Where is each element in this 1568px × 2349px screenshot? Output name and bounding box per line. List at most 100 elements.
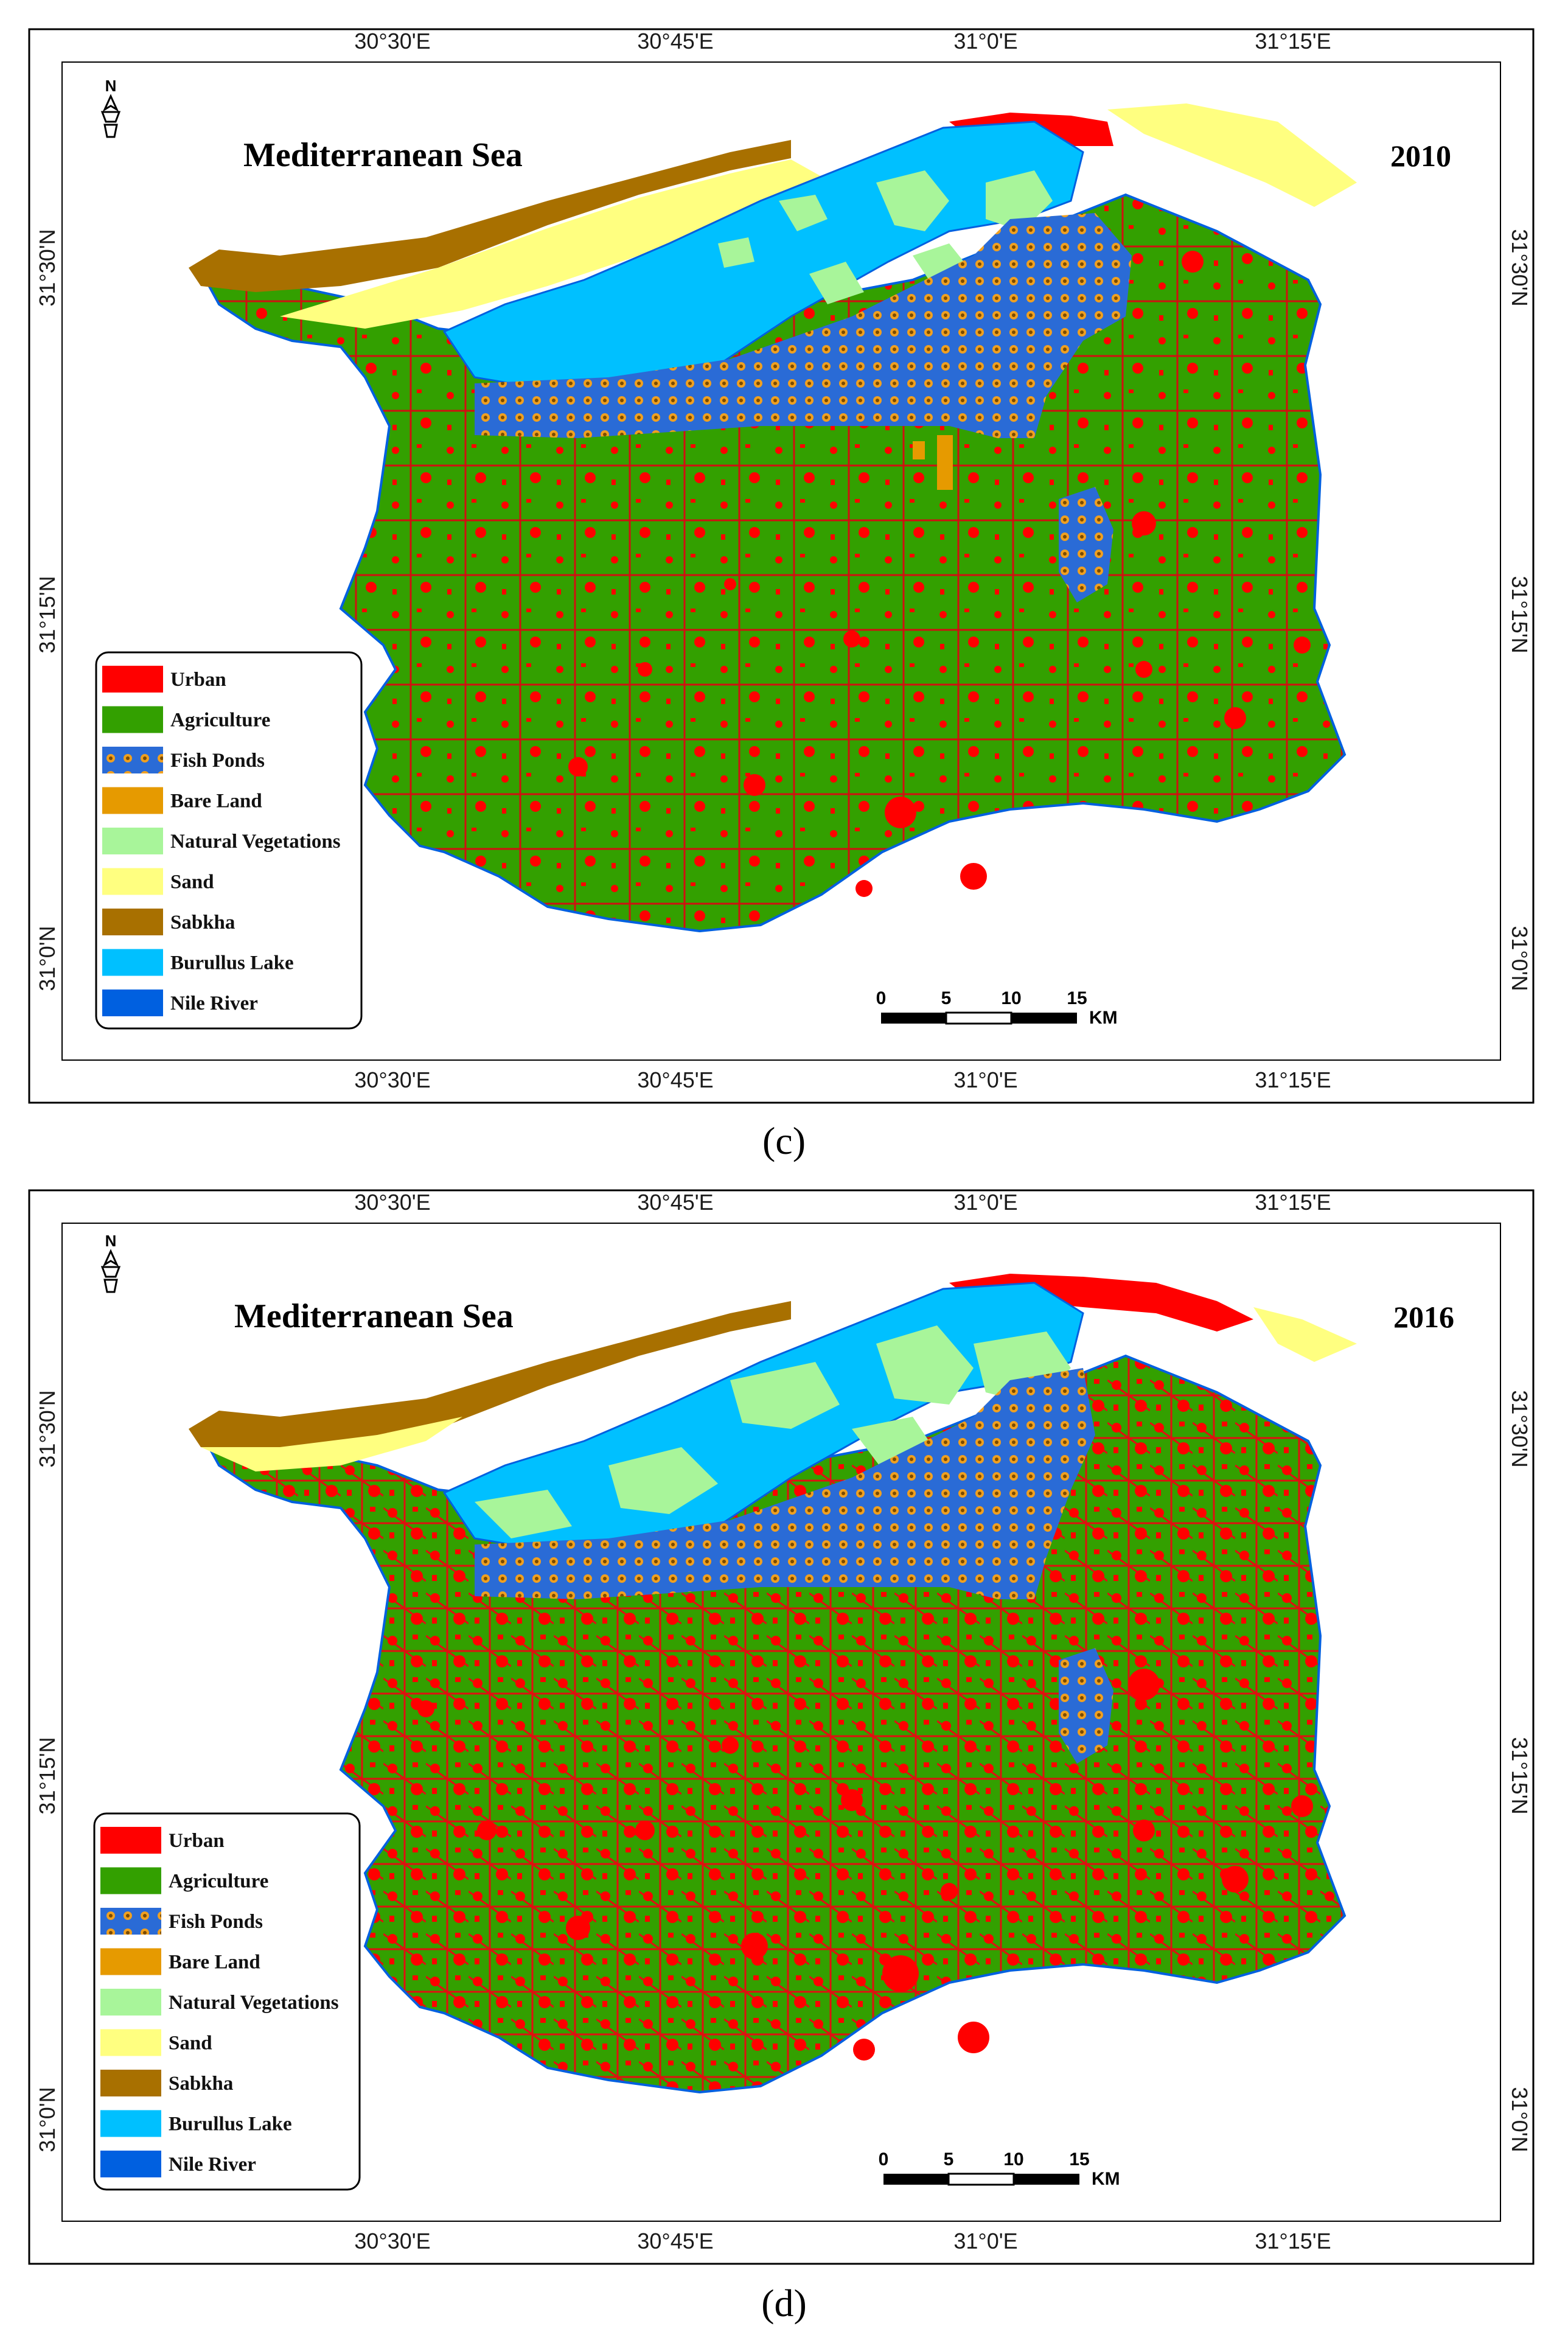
bottom-tick-4: 31°15'E [1255, 1067, 1331, 1092]
legend-swatch-burullus-lake [102, 949, 163, 976]
top-tick-4: 31°15'E [1255, 1190, 1331, 1215]
legend-swatch-nile-river [100, 2151, 161, 2177]
legend: Urban Agriculture Fish Ponds Bare Land Natur… [93, 1812, 361, 2191]
legend-swatch-sand [102, 868, 163, 895]
scale-unit: KM [1092, 2169, 1120, 2189]
legend-label-sand: Sand [169, 2033, 212, 2054]
bottom-tick-2: 30°45'E [637, 1067, 713, 1092]
sand-east [1107, 103, 1357, 207]
svg-text:N: N [105, 1232, 117, 1250]
sand-area [201, 1417, 462, 1471]
top-tick-2: 30°45'E [637, 1190, 713, 1215]
top-tick-3: 31°0'E [953, 29, 1017, 54]
legend-swatch-bare-land [100, 1948, 161, 1975]
legend-swatch-agriculture [100, 1867, 161, 1894]
bottom-tick-3: 31°0'E [953, 2229, 1017, 2253]
scale-label-15: 15 [1069, 2149, 1089, 2169]
right-tick-2: 31°15'N [1507, 576, 1532, 653]
right-tick-2: 31°15'N [1507, 1737, 1532, 1814]
map-neatline [61, 61, 1501, 1061]
north-arrow: N [100, 1232, 121, 1293]
scale-unit: KM [1089, 1008, 1118, 1028]
panel-caption-c: (c) [762, 1119, 806, 1162]
top-tick-1: 30°30'E [354, 29, 430, 54]
left-tick-3: 31°0'N [35, 2087, 60, 2152]
legend-swatch-agriculture [102, 706, 163, 733]
legend-label-natural-vegetations: Natural Vegetations [170, 831, 341, 853]
left-tick-1: 31°30'N [35, 1390, 60, 1467]
legend-label-bare-land: Bare Land [169, 1952, 260, 1974]
right-tick-3: 31°0'N [1507, 926, 1532, 991]
sand-area [280, 159, 821, 329]
sand-east [1253, 1307, 1357, 1362]
legend-label-nile-river: Nile River [169, 2154, 256, 2176]
top-tick-3: 31°0'E [953, 1190, 1017, 1215]
legend-label-urban: Urban [169, 1830, 225, 1852]
fish-ponds-east [1059, 487, 1113, 602]
right-tick-3: 31°0'N [1507, 2087, 1532, 2152]
left-tick-2: 31°15'N [35, 1737, 60, 1814]
scale-label-10: 10 [1001, 988, 1021, 1008]
left-tick-2: 31°15'N [35, 576, 60, 653]
legend-swatch-natural-vegetations [102, 828, 163, 854]
natural-vegetation-islands [475, 1325, 1071, 1538]
sabkha-area [189, 1301, 791, 1453]
legend: Urban Agriculture Fish Ponds Bare Land Natur… [95, 651, 363, 1030]
scale-bar: 0 5 10 15 KM [879, 2149, 1120, 2189]
north-arrow: N [100, 77, 121, 138]
bottom-tick-2: 30°45'E [637, 2229, 713, 2253]
legend-swatch-fish-ponds [102, 747, 163, 773]
legend-swatch-bare-land [102, 787, 163, 814]
legend-swatch-sand [100, 2029, 161, 2056]
urban-towns [568, 251, 1311, 897]
bottom-tick-1: 30°30'E [354, 1067, 430, 1092]
svg-text:N: N [105, 77, 117, 95]
urban-towns [417, 1669, 1313, 2061]
legend-label-fish-ponds: Fish Ponds [170, 750, 265, 772]
legend-label-urban: Urban [170, 669, 226, 691]
scale-label-5: 5 [941, 988, 952, 1008]
legend-label-natural-vegetations: Natural Vegetations [169, 1992, 339, 2014]
legend-swatch-urban [102, 666, 163, 693]
sea-label: Mediterranean Sea [243, 136, 523, 174]
scale-bar: 0 5 10 15 KM [876, 988, 1118, 1028]
legend-label-burullus-lake: Burullus Lake [170, 952, 294, 974]
scale-label-10: 10 [1003, 2149, 1023, 2169]
legend-label-agriculture: Agriculture [169, 1871, 268, 1893]
legend-label-fish-ponds: Fish Ponds [169, 1911, 263, 1933]
left-tick-1: 31°30'N [35, 229, 60, 306]
legend-swatch-burullus-lake [100, 2110, 161, 2137]
bare-land-spot [937, 435, 953, 490]
right-tick-1: 31°30'N [1507, 1390, 1532, 1467]
legend-label-burullus-lake: Burullus Lake [169, 2113, 292, 2135]
fish-ponds-area [475, 213, 1132, 438]
year-label: 2010 [1390, 139, 1451, 173]
map-panel-2010: 30°30'E 30°45'E 31°0'E 31°15'E 30°30'E 3… [0, 0, 1568, 1174]
legend-label-sand: Sand [170, 871, 214, 893]
legend-swatch-urban [100, 1827, 161, 1854]
map-neatline [61, 1223, 1501, 2222]
fish-ponds-east [1059, 1648, 1113, 1764]
map-2016-figure: 30°30'E 30°45'E 31°0'E 31°15'E 30°30'E 3… [28, 1189, 1535, 2265]
scale-label-15: 15 [1067, 988, 1087, 1008]
legend-swatch-fish-ponds [100, 1908, 161, 1935]
map-panel-2016: 30°30'E 30°45'E 31°0'E 31°15'E 30°30'E 3… [0, 1174, 1568, 2349]
legend-label-agriculture: Agriculture [170, 710, 270, 731]
legend-label-sabkha: Sabkha [170, 912, 235, 934]
legend-swatch-sabkha [100, 2070, 161, 2096]
top-tick-2: 30°45'E [637, 29, 713, 54]
sabkha-area [189, 140, 791, 292]
bare-land-spot-2 [913, 441, 925, 459]
scale-label-5: 5 [944, 2149, 954, 2169]
legend-swatch-nile-river [102, 990, 163, 1016]
legend-swatch-natural-vegetations [100, 1989, 161, 2016]
legend-label-bare-land: Bare Land [170, 791, 262, 812]
legend-label-sabkha: Sabkha [169, 2073, 233, 2095]
top-tick-4: 31°15'E [1255, 29, 1331, 54]
bottom-tick-1: 30°30'E [354, 2229, 430, 2253]
top-tick-1: 30°30'E [354, 1190, 430, 1215]
year-label: 2016 [1393, 1300, 1454, 1334]
right-tick-1: 31°30'N [1507, 229, 1532, 306]
bottom-tick-3: 31°0'E [953, 1067, 1017, 1092]
bottom-tick-4: 31°15'E [1255, 2229, 1331, 2253]
